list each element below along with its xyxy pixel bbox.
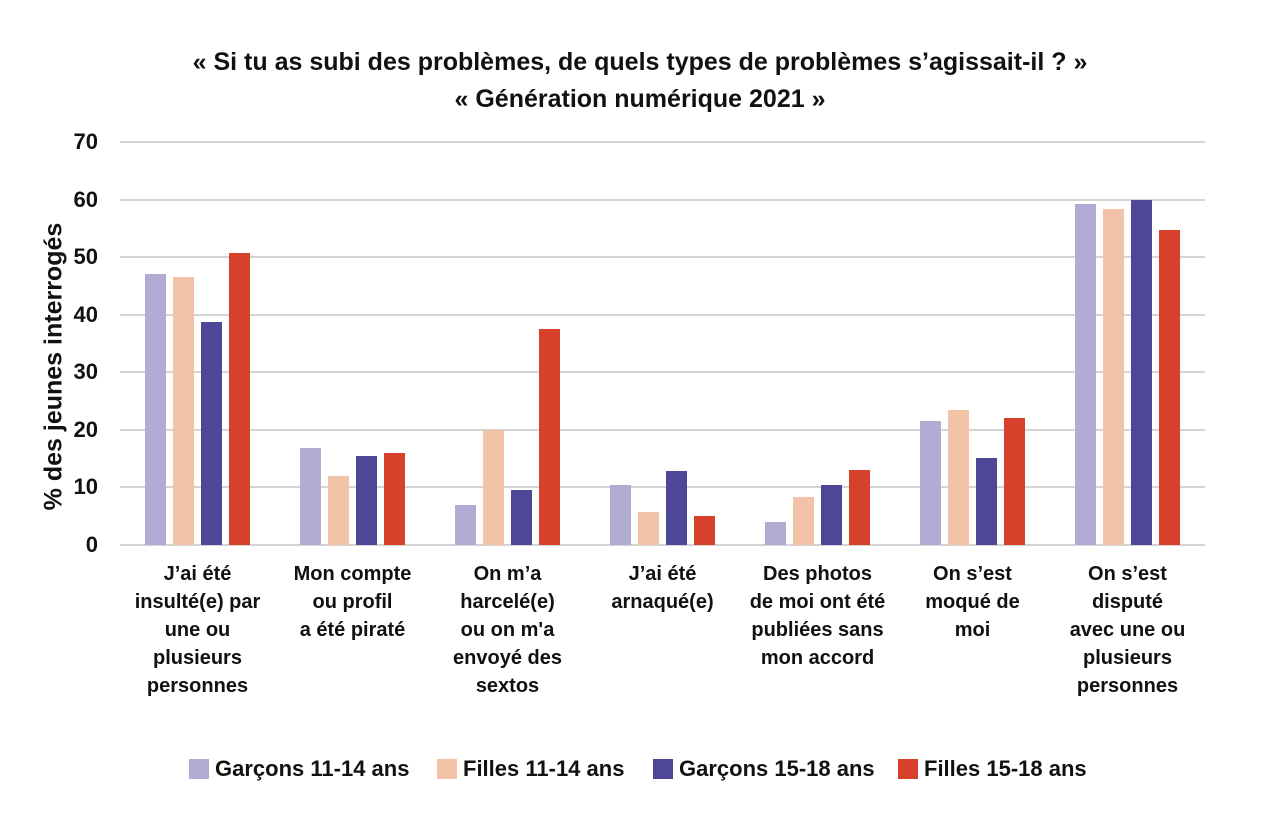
- legend-entry: Garçons 15-18 ans: [653, 756, 875, 782]
- bar: [849, 469, 870, 545]
- bar-group-3: [430, 142, 585, 545]
- bar: [666, 471, 687, 545]
- bar: [638, 512, 659, 545]
- bar: [539, 328, 560, 545]
- y-tick-label-10: 10: [73, 474, 98, 500]
- category-label: Des photos de moi ont été publiées sans …: [749, 563, 886, 669]
- category-label: Mon compte ou profil a été piraté: [293, 563, 412, 641]
- legend-entry: Filles 15-18 ans: [898, 756, 1087, 782]
- bar-group-1: [120, 142, 275, 545]
- legend-label: Filles 11-14 ans: [463, 756, 625, 781]
- bar: [300, 448, 321, 545]
- y-tick-label-60: 60: [73, 186, 98, 212]
- bar: [173, 277, 194, 545]
- y-tick-label-30: 30: [73, 359, 98, 385]
- bar: [793, 496, 814, 545]
- y-tick-label-50: 50: [73, 244, 98, 270]
- bar: [511, 490, 532, 545]
- legend-swatch-icon: [189, 759, 209, 779]
- bar: [328, 475, 349, 545]
- gridline-40: [120, 313, 1205, 316]
- legend-label: Garçons 11-14 ans: [215, 756, 410, 781]
- bar: [145, 274, 166, 545]
- legend-swatch-icon: [653, 759, 673, 779]
- bar-group-7: [1050, 142, 1205, 545]
- gridline-0: [120, 544, 1205, 546]
- bar: [1103, 209, 1124, 545]
- bar: [976, 457, 997, 545]
- bar-group-4: [585, 142, 740, 545]
- y-tick-label-40: 40: [73, 301, 98, 327]
- legend-swatch-icon: [437, 759, 457, 779]
- plot-area: [120, 141, 1205, 546]
- y-tick-label-70: 70: [73, 129, 98, 154]
- chart-title: « Si tu as subi des problèmes, de quels …: [192, 48, 1088, 76]
- gridline-70: [120, 141, 1205, 143]
- gridline-10: [120, 486, 1205, 489]
- chart-subtitle: « Génération numérique 2021 »: [454, 85, 826, 113]
- bar: [356, 456, 377, 545]
- category-label: J’ai été arnaqué(e): [611, 563, 714, 613]
- gridline-20: [120, 428, 1205, 431]
- gridline-30: [120, 371, 1205, 374]
- legend-swatch-icon: [898, 759, 918, 779]
- bar: [1075, 203, 1096, 545]
- gridline-60: [120, 198, 1205, 201]
- bar: [1159, 229, 1180, 545]
- gridline-50: [120, 256, 1205, 259]
- legend-entry: Filles 11-14 ans: [437, 756, 624, 782]
- bar-group-2: [275, 142, 430, 545]
- bar: [483, 429, 504, 545]
- bar: [1131, 199, 1152, 545]
- legend-entry: Garçons 11-14 ans: [189, 756, 409, 782]
- y-tick-label-20: 20: [73, 416, 98, 442]
- chart-title-block: « Si tu as subi des problèmes, de quels …: [0, 44, 1280, 118]
- category-label: On s’est disputé avec une ou plusieurs p…: [1069, 563, 1186, 697]
- category-label: J’ai été insulté(e) par une ou plusieurs…: [134, 563, 261, 697]
- bar: [920, 421, 941, 545]
- bar: [201, 321, 222, 545]
- category-label: On s’est moqué de moi: [925, 563, 1020, 641]
- bar: [610, 484, 631, 545]
- bar: [1004, 418, 1025, 545]
- bar-group-5: [740, 142, 895, 545]
- category-label: On m’a harcelé(e) ou on m'a envoyé des s…: [453, 563, 562, 697]
- bar-group-6: [895, 142, 1050, 545]
- legend-label: Garçons 15-18 ans: [679, 756, 875, 781]
- bar: [765, 521, 786, 545]
- bar: [948, 410, 969, 545]
- y-tick-label-0: 0: [85, 532, 98, 557]
- bar: [694, 516, 715, 545]
- bar: [821, 484, 842, 545]
- bar: [229, 253, 250, 545]
- bar: [384, 453, 405, 545]
- legend-label: Filles 15-18 ans: [924, 756, 1087, 781]
- bar: [455, 504, 476, 545]
